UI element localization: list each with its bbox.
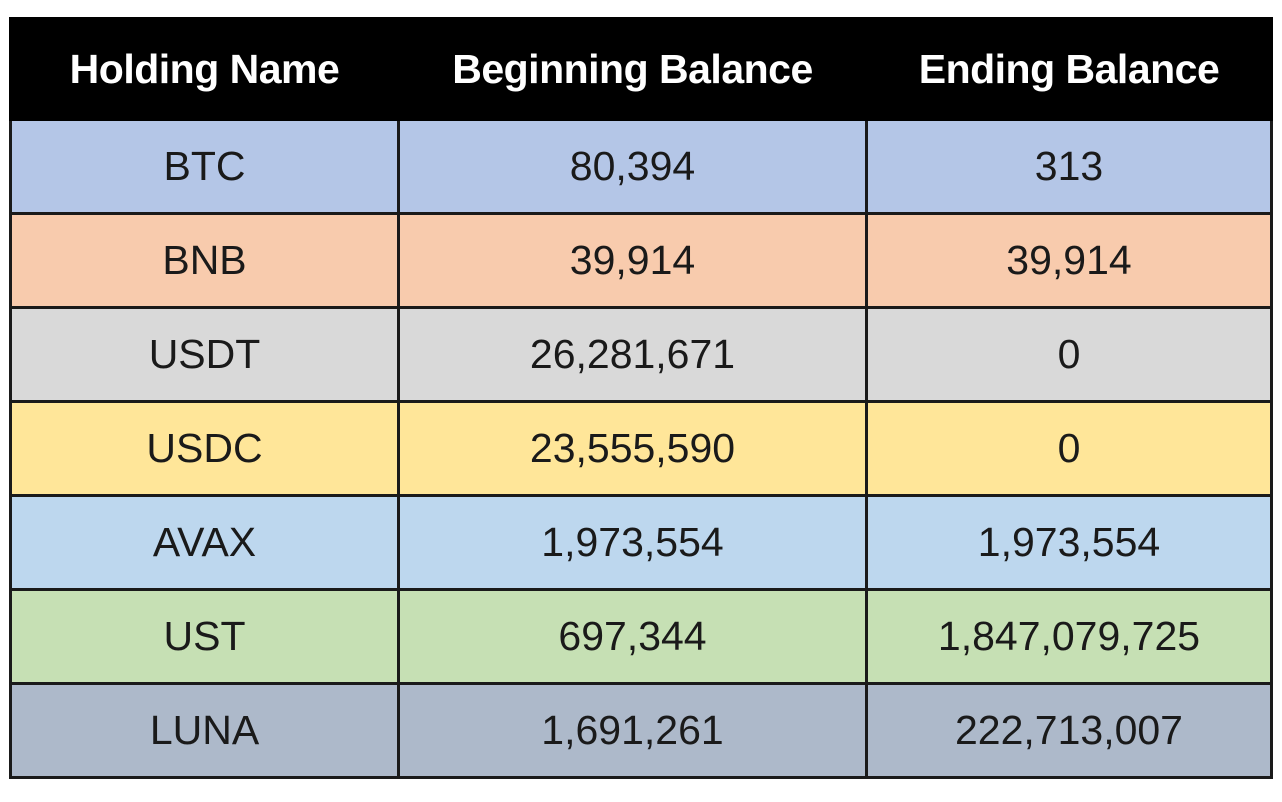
beginning-balance-cell: 23,555,590 (397, 400, 868, 497)
table-row: LUNA 1,691,261 222,713,007 (9, 682, 1273, 779)
beginning-balance-cell: 1,691,261 (397, 682, 868, 779)
beginning-balance-cell: 697,344 (397, 588, 868, 685)
header-ending-balance: Ending Balance (865, 17, 1273, 121)
holding-name-cell: LUNA (9, 682, 400, 779)
ending-balance-cell: 1,847,079,725 (865, 588, 1273, 685)
holding-name-cell: USDC (9, 400, 400, 497)
ending-balance-cell: 0 (865, 400, 1273, 497)
header-row: Holding Name Beginning Balance Ending Ba… (9, 17, 1273, 121)
table-row: USDT 26,281,671 0 (9, 306, 1273, 403)
beginning-balance-cell: 80,394 (397, 118, 868, 215)
ending-balance-cell: 1,973,554 (865, 494, 1273, 591)
holding-name-cell: UST (9, 588, 400, 685)
holding-name-cell: BTC (9, 118, 400, 215)
beginning-balance-cell: 1,973,554 (397, 494, 868, 591)
beginning-balance-cell: 26,281,671 (397, 306, 868, 403)
holdings-table: Holding Name Beginning Balance Ending Ba… (9, 17, 1273, 779)
holding-name-cell: USDT (9, 306, 400, 403)
beginning-balance-cell: 39,914 (397, 212, 868, 309)
header-holding-name: Holding Name (9, 17, 400, 121)
holding-name-cell: AVAX (9, 494, 400, 591)
table-row: BNB 39,914 39,914 (9, 212, 1273, 309)
ending-balance-cell: 222,713,007 (865, 682, 1273, 779)
table-row: BTC 80,394 313 (9, 118, 1273, 215)
table-row: AVAX 1,973,554 1,973,554 (9, 494, 1273, 591)
header-beginning-balance: Beginning Balance (397, 17, 868, 121)
table-row: USDC 23,555,590 0 (9, 400, 1273, 497)
table-row: UST 697,344 1,847,079,725 (9, 588, 1273, 685)
ending-balance-cell: 0 (865, 306, 1273, 403)
holding-name-cell: BNB (9, 212, 400, 309)
ending-balance-cell: 313 (865, 118, 1273, 215)
ending-balance-cell: 39,914 (865, 212, 1273, 309)
